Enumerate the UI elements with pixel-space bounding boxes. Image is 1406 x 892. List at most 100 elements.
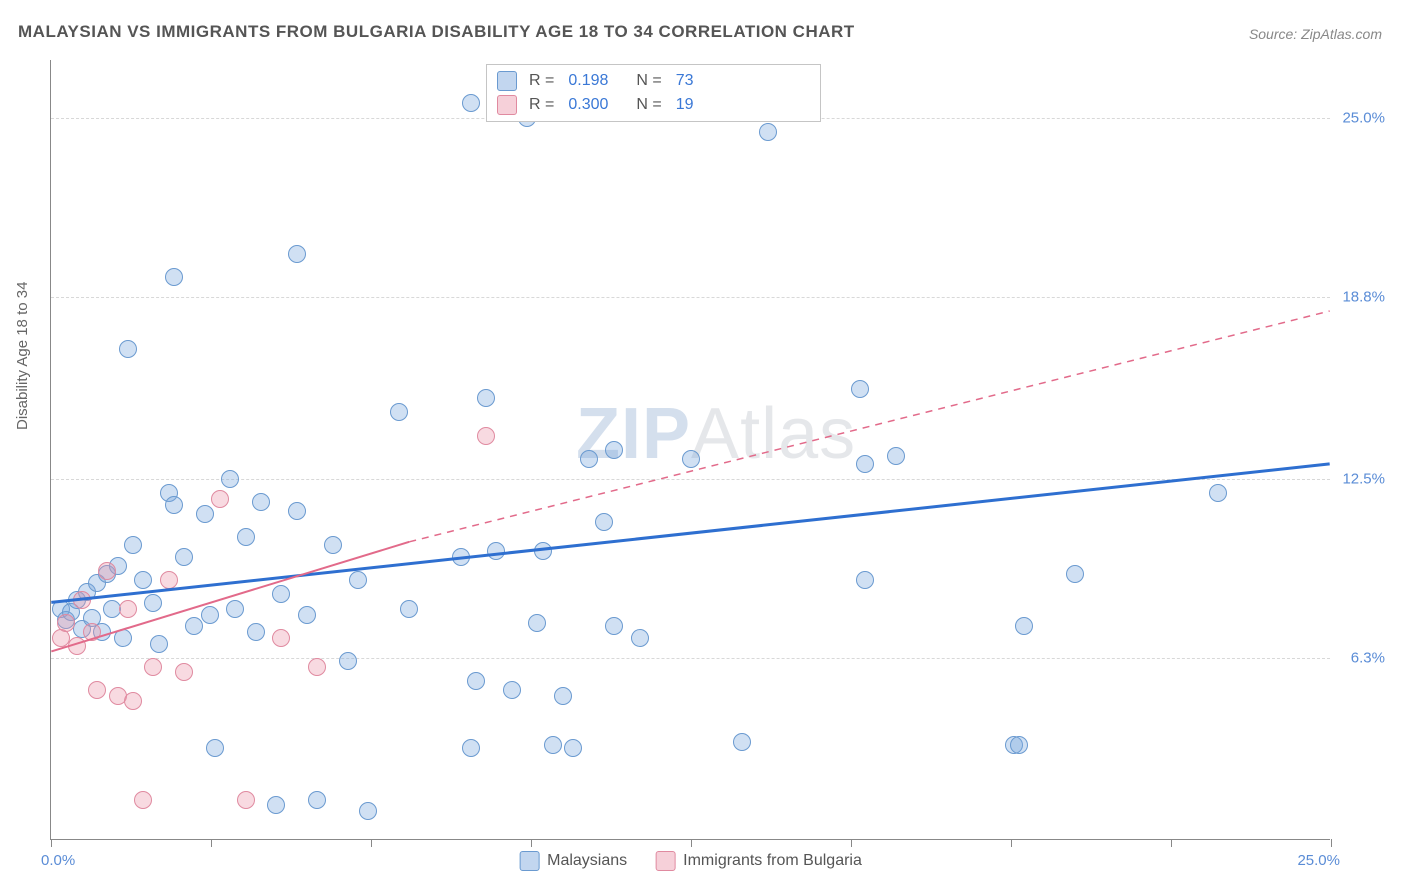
correlation-info-box: R = 0.198 N = 73 R = 0.300 N = 19 bbox=[486, 64, 821, 122]
scatter-point-malaysians bbox=[631, 629, 649, 647]
scatter-point-bulgaria bbox=[57, 614, 75, 632]
scatter-point-malaysians bbox=[467, 672, 485, 690]
swatch-blue-icon bbox=[497, 71, 517, 91]
scatter-point-malaysians bbox=[605, 441, 623, 459]
scatter-point-malaysians bbox=[165, 496, 183, 514]
y-tick-label: 25.0% bbox=[1342, 109, 1385, 126]
scatter-point-malaysians bbox=[851, 380, 869, 398]
x-tick bbox=[1011, 839, 1012, 847]
scatter-point-malaysians bbox=[272, 585, 290, 603]
swatch-pink-icon bbox=[655, 851, 675, 871]
scatter-point-malaysians bbox=[595, 513, 613, 531]
swatch-pink-icon bbox=[497, 95, 517, 115]
y-tick-label: 12.5% bbox=[1342, 470, 1385, 487]
x-tick bbox=[1171, 839, 1172, 847]
scatter-point-bulgaria bbox=[175, 663, 193, 681]
scatter-point-malaysians bbox=[134, 571, 152, 589]
scatter-point-malaysians bbox=[605, 617, 623, 635]
scatter-point-malaysians bbox=[856, 455, 874, 473]
x-tick bbox=[1331, 839, 1332, 847]
scatter-point-malaysians bbox=[324, 536, 342, 554]
info-row-series1: R = 0.198 N = 73 bbox=[497, 69, 810, 93]
scatter-point-malaysians bbox=[150, 635, 168, 653]
scatter-point-malaysians bbox=[503, 681, 521, 699]
scatter-point-malaysians bbox=[759, 123, 777, 141]
scatter-point-malaysians bbox=[400, 600, 418, 618]
scatter-point-malaysians bbox=[298, 606, 316, 624]
scatter-point-malaysians bbox=[119, 340, 137, 358]
scatter-point-malaysians bbox=[359, 802, 377, 820]
scatter-point-bulgaria bbox=[83, 623, 101, 641]
scatter-point-bulgaria bbox=[211, 490, 229, 508]
scatter-point-bulgaria bbox=[308, 658, 326, 676]
scatter-point-malaysians bbox=[1209, 484, 1227, 502]
scatter-point-malaysians bbox=[544, 736, 562, 754]
swatch-blue-icon bbox=[519, 851, 539, 871]
x-tick bbox=[691, 839, 692, 847]
chart-title: MALAYSIAN VS IMMIGRANTS FROM BULGARIA DI… bbox=[18, 22, 855, 42]
gridline bbox=[51, 479, 1330, 480]
x-tick bbox=[531, 839, 532, 847]
legend-label-1: Malaysians bbox=[547, 852, 627, 870]
info-row-series2: R = 0.300 N = 19 bbox=[497, 93, 810, 117]
scatter-point-bulgaria bbox=[272, 629, 290, 647]
x-tick bbox=[371, 839, 372, 847]
scatter-point-malaysians bbox=[390, 403, 408, 421]
x-axis-min-label: 0.0% bbox=[41, 852, 75, 869]
scatter-point-malaysians bbox=[564, 739, 582, 757]
x-tick bbox=[851, 839, 852, 847]
scatter-point-malaysians bbox=[733, 733, 751, 751]
scatter-point-malaysians bbox=[308, 791, 326, 809]
scatter-point-malaysians bbox=[1010, 736, 1028, 754]
scatter-point-malaysians bbox=[682, 450, 700, 468]
y-tick-label: 6.3% bbox=[1351, 650, 1385, 667]
scatter-point-malaysians bbox=[201, 606, 219, 624]
scatter-point-malaysians bbox=[124, 536, 142, 554]
scatter-point-malaysians bbox=[534, 542, 552, 560]
scatter-point-malaysians bbox=[165, 268, 183, 286]
legend-item-1: Malaysians bbox=[519, 851, 627, 871]
scatter-point-malaysians bbox=[144, 594, 162, 612]
n-value-1: 73 bbox=[676, 72, 694, 90]
scatter-point-malaysians bbox=[580, 450, 598, 468]
legend-item-2: Immigrants from Bulgaria bbox=[655, 851, 862, 871]
x-axis-max-label: 25.0% bbox=[1297, 852, 1340, 869]
n-label: N = bbox=[636, 72, 661, 90]
scatter-point-malaysians bbox=[237, 528, 255, 546]
scatter-point-bulgaria bbox=[237, 791, 255, 809]
scatter-point-malaysians bbox=[462, 94, 480, 112]
scatter-point-malaysians bbox=[288, 245, 306, 263]
scatter-point-malaysians bbox=[247, 623, 265, 641]
scatter-point-malaysians bbox=[1015, 617, 1033, 635]
x-tick bbox=[211, 839, 212, 847]
scatter-point-malaysians bbox=[856, 571, 874, 589]
scatter-point-malaysians bbox=[477, 389, 495, 407]
gridline bbox=[51, 297, 1330, 298]
scatter-point-bulgaria bbox=[144, 658, 162, 676]
n-label: N = bbox=[636, 96, 661, 114]
y-axis-title: Disability Age 18 to 34 bbox=[14, 282, 31, 430]
scatter-point-bulgaria bbox=[119, 600, 137, 618]
scatter-point-bulgaria bbox=[134, 791, 152, 809]
scatter-point-bulgaria bbox=[477, 427, 495, 445]
scatter-point-malaysians bbox=[452, 548, 470, 566]
scatter-point-bulgaria bbox=[160, 571, 178, 589]
scatter-point-malaysians bbox=[487, 542, 505, 560]
scatter-point-bulgaria bbox=[98, 562, 116, 580]
scatter-point-malaysians bbox=[288, 502, 306, 520]
scatter-point-malaysians bbox=[1066, 565, 1084, 583]
scatter-point-malaysians bbox=[185, 617, 203, 635]
scatter-point-malaysians bbox=[267, 796, 285, 814]
scatter-point-malaysians bbox=[175, 548, 193, 566]
scatter-point-malaysians bbox=[339, 652, 357, 670]
n-value-2: 19 bbox=[676, 96, 694, 114]
x-tick bbox=[51, 839, 52, 847]
scatter-point-bulgaria bbox=[73, 591, 91, 609]
legend-label-2: Immigrants from Bulgaria bbox=[683, 852, 862, 870]
y-tick-label: 18.8% bbox=[1342, 288, 1385, 305]
scatter-point-bulgaria bbox=[88, 681, 106, 699]
r-label: R = bbox=[529, 72, 554, 90]
chart-area: ZIPAtlas 6.3%12.5%18.8%25.0% R = 0.198 N… bbox=[50, 60, 1330, 840]
scatter-point-malaysians bbox=[462, 739, 480, 757]
scatter-point-malaysians bbox=[226, 600, 244, 618]
